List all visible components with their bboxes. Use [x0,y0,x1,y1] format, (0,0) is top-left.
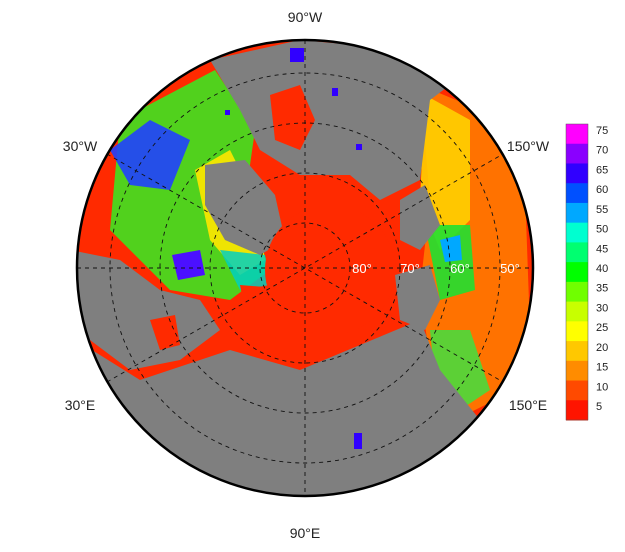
colorbar-segment [566,183,588,204]
scandinavia-land [77,250,220,370]
colorbar-segment [566,143,588,164]
colorbar-segment [566,124,588,145]
colorbar-segment [566,262,588,283]
colorbar-tick-label: 75 [596,125,608,137]
lon-label-30e: 30°E [65,397,96,413]
colorbar-tick-label: 50 [596,224,608,236]
graticule [77,40,533,496]
colorbar-segment [566,281,588,303]
colorbar-segment [566,380,588,401]
hudson-bay [270,85,315,150]
colorbar-tick-label: 45 [596,243,608,255]
colorbar-segment [566,222,588,243]
lake-pixel [332,88,338,96]
lon-label-90w: 90°W [288,9,323,25]
colorbar-tick-label: 20 [596,342,608,354]
colorbar-tick-label: 65 [596,164,608,176]
colorbar-tick-label: 25 [596,322,608,334]
lat-label-60: 60° [450,261,470,276]
colorbar-tick-label: 15 [596,362,608,374]
barents-sea [240,285,300,335]
bering-blue-patch [440,235,462,262]
lon-label-150e: 150°E [509,397,547,413]
colorbar-border [565,123,589,421]
lat-label-70: 70° [400,261,420,276]
greenland-land [205,160,285,255]
lat-label-50: 50° [500,261,520,276]
map-disc [77,40,533,496]
colorbar-tick-label: 55 [596,204,608,216]
greenland-sea-cyan [220,250,270,290]
colorbar-segment [566,163,588,184]
norwegian-sea-purple [172,250,205,280]
lon-label-30w: 30°W [63,138,98,154]
latitude-circle-50 [109,72,501,464]
chukotka-land [395,265,440,330]
colorbar-segment [566,321,588,342]
lon-label-90e: 90°E [290,525,321,541]
colorbar-segment [566,202,588,224]
lat-label-80: 80° [352,261,372,276]
colorbar-segment [566,400,588,421]
colorbar-tick-label: 30 [596,302,608,314]
lake-pixel [290,48,304,62]
colorbar-segment [566,341,588,362]
alaska-land [400,185,440,250]
lake-pixel [354,433,362,449]
colorbar-tick-label: 40 [596,263,608,275]
north-america-land [210,40,470,200]
lon-label-150w: 150°W [507,138,550,154]
lake-pixel [356,144,362,150]
colorbar-tick-label: 10 [596,381,608,393]
colorbar-tick-label: 70 [596,145,608,157]
colorbar-segment [566,242,588,263]
colorbar-segment [566,301,588,322]
colorbar-tick-label: 60 [596,184,608,196]
colorbar: 75 70 65 60 55 50 45 40 35 30 25 20 15 10 5 [565,123,608,421]
colorbar-tick-label: 5 [596,401,602,413]
colorbar-segment [566,360,588,382]
map-border [75,38,535,498]
lake-pixel [225,110,230,115]
colorbar-tick-label: 35 [596,283,608,295]
atlantic-blue-patch [110,120,190,190]
baltic-sea [150,315,180,350]
